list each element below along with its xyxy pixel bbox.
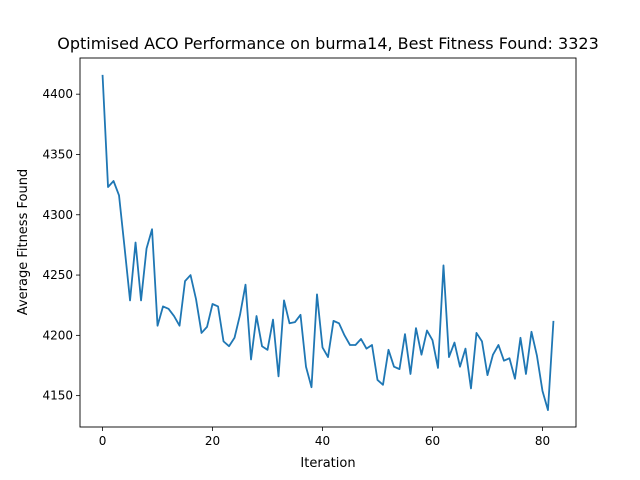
- y-tick-label: 4250: [42, 268, 73, 282]
- x-tick-label: 40: [315, 434, 330, 448]
- y-tick-label: 4350: [42, 147, 73, 161]
- x-axis-label: Iteration: [300, 456, 355, 471]
- y-tick-label: 4150: [42, 389, 73, 403]
- x-tick-label: 80: [535, 434, 550, 448]
- plot-frame: [79, 57, 577, 428]
- chart-title: Optimised ACO Performance on burma14, Be…: [57, 34, 599, 53]
- x-tick-label: 20: [205, 434, 220, 448]
- y-tick-label: 4300: [42, 208, 73, 222]
- x-axis-ticks: 0 20 40 60 80: [99, 427, 550, 448]
- x-tick-label: 0: [99, 434, 107, 448]
- series-line: [101, 74, 555, 412]
- y-tick-label: 4200: [42, 328, 73, 342]
- x-tick-label: 60: [425, 434, 440, 448]
- plot-area: [101, 74, 555, 412]
- y-tick-label: 4400: [42, 87, 73, 101]
- y-axis-label: Average Fitness Found: [16, 169, 31, 315]
- y-axis-ticks: 4150 4200 4250 4300 4350 4400: [42, 87, 80, 403]
